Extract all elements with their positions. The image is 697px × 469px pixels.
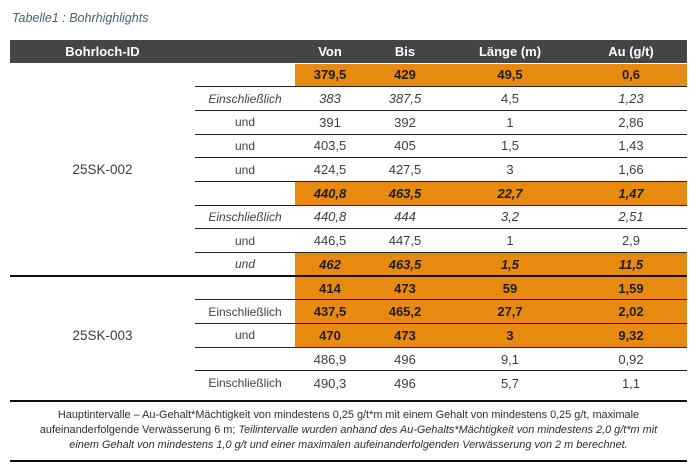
interval-label-cell: Einschließlich <box>195 86 295 111</box>
cell-laenge: 1 <box>445 228 575 253</box>
table-row: Einschließlich 383 387,5 4,5 1,23 <box>10 86 687 111</box>
cell-au: 1,23 <box>575 86 687 111</box>
interval-label-cell: Einschließlich <box>195 370 295 395</box>
cell-von: 440,8 <box>295 205 365 230</box>
interval-label-cell: und <box>195 228 295 253</box>
table-row: und 462 463,5 1,5 11,5 <box>10 252 687 278</box>
cell-au: 1,43 <box>575 134 687 159</box>
cell-bis: 447,5 <box>365 228 445 253</box>
table-row: und 446,5 447,5 1 2,9 <box>10 228 687 253</box>
cell-laenge: 9,1 <box>445 347 575 372</box>
cell-von: 391 <box>295 110 365 135</box>
interval-label-cell: Einschließlich <box>195 205 295 230</box>
column-header-spacer <box>195 40 295 64</box>
cell-au: 9,32 <box>575 323 687 348</box>
column-header-von: Von <box>295 40 365 64</box>
cell-von: 462 <box>295 252 365 278</box>
table-row: 25SK-002 379,5 429 49,5 0,6 <box>10 63 687 278</box>
interval-label-cell: und <box>195 134 295 159</box>
cell-von: 424,5 <box>295 157 365 182</box>
cell-laenge: 3,2 <box>445 205 575 230</box>
cell-au: 1,1 <box>575 370 687 395</box>
cell-von: 383 <box>295 86 365 111</box>
table-row: und 470 473 3 9,32 <box>10 323 687 348</box>
interval-label-cell: und <box>195 252 295 278</box>
table-row: 486,9 496 9,1 0,92 <box>10 347 687 372</box>
cell-bis: 473 <box>365 276 445 301</box>
cell-von: 486,9 <box>295 347 365 372</box>
cell-au: 2,86 <box>575 110 687 135</box>
column-header-bis: Bis <box>365 40 445 64</box>
interval-label-cell: und <box>195 323 295 348</box>
table-row: und 424,5 427,5 3 1,66 <box>10 157 687 182</box>
table-row: und 391 392 1 2,86 <box>10 110 687 135</box>
cell-laenge: 1 <box>445 110 575 135</box>
interval-label-cell <box>195 347 295 372</box>
interval-label-cell: und <box>195 110 295 135</box>
cell-bis: 429 <box>365 63 445 88</box>
cell-bis: 444 <box>365 205 445 230</box>
cell-laenge: 3 <box>445 157 575 182</box>
cell-au: 2,9 <box>575 228 687 253</box>
cell-laenge: 1,5 <box>445 252 575 278</box>
interval-label-cell: und <box>195 157 295 182</box>
interval-label-cell <box>195 63 295 88</box>
cell-au: 11,5 <box>575 252 687 278</box>
cell-bis: 496 <box>365 347 445 372</box>
cell-laenge: 49,5 <box>445 63 575 88</box>
cell-von: 470 <box>295 323 365 348</box>
cell-von: 490,3 <box>295 370 365 395</box>
cell-au: 1,59 <box>575 276 687 301</box>
cell-bis: 405 <box>365 134 445 159</box>
cell-au: 0,92 <box>575 347 687 372</box>
cell-bis: 463,5 <box>365 181 445 206</box>
table-row: 25SK-003 414 473 59 1,59 <box>10 276 687 395</box>
column-header-au: Au (g/t) <box>575 40 687 64</box>
cell-laenge: 3 <box>445 323 575 348</box>
footnote-main-intervals: Hauptintervalle – Au-Gehalt*Mächtigkeit … <box>39 408 640 436</box>
column-header-laenge: Länge (m) <box>445 40 575 64</box>
cell-von: 440,8 <box>295 181 365 206</box>
cell-bis: 427,5 <box>365 157 445 182</box>
cell-bis: 392 <box>365 110 445 135</box>
cell-au: 0,6 <box>575 63 687 88</box>
cell-von: 437,5 <box>295 299 365 325</box>
cell-laenge: 5,7 <box>445 370 575 395</box>
table-row: und 403,5 405 1,5 1,43 <box>10 134 687 159</box>
footnote-sub-intervals: Teilintervalle wurden anhand des Au-Geha… <box>69 423 658 451</box>
cell-bis: 496 <box>365 370 445 395</box>
table-row: Einschließlich 440,8 444 3,2 2,51 <box>10 205 687 230</box>
cell-von: 403,5 <box>295 134 365 159</box>
cell-bis: 387,5 <box>365 86 445 111</box>
cell-laenge: 59 <box>445 276 575 301</box>
cell-laenge: 27,7 <box>445 299 575 325</box>
cell-au: 1,47 <box>575 181 687 206</box>
cell-bis: 473 <box>365 323 445 348</box>
interval-label-cell <box>195 181 295 206</box>
column-header-bohrloch-id: Bohrloch-ID <box>10 40 195 64</box>
drillhole-id-cell: 25SK-003 <box>10 276 195 395</box>
cell-von: 414 <box>295 276 365 301</box>
table-row: Einschließlich 437,5 465,2 27,7 2,02 <box>10 299 687 325</box>
cell-laenge: 1,5 <box>445 134 575 159</box>
interval-label-cell: Einschließlich <box>195 299 295 325</box>
cell-bis: 465,2 <box>365 299 445 325</box>
drill-highlights-table: Bohrloch-ID Von Bis Länge (m) Au (g/t) 2… <box>10 40 687 395</box>
footnote: Hauptintervalle – Au-Gehalt*Mächtigkeit … <box>10 399 687 462</box>
header-row: Bohrloch-ID Von Bis Länge (m) Au (g/t) <box>10 40 687 64</box>
cell-au: 2,51 <box>575 205 687 230</box>
cell-au: 1,66 <box>575 157 687 182</box>
cell-von: 379,5 <box>295 63 365 88</box>
interval-label-cell <box>195 276 295 301</box>
table-caption: Tabelle1 : Bohrhighlights <box>12 11 149 25</box>
table-row: 440,8 463,5 22,7 1,47 <box>10 181 687 206</box>
cell-laenge: 4,5 <box>445 86 575 111</box>
cell-au: 2,02 <box>575 299 687 325</box>
cell-bis: 463,5 <box>365 252 445 278</box>
table-row: Einschließlich 490,3 496 5,7 1,1 <box>10 370 687 395</box>
drillhole-id-cell: 25SK-002 <box>10 63 195 278</box>
cell-laenge: 22,7 <box>445 181 575 206</box>
cell-von: 446,5 <box>295 228 365 253</box>
